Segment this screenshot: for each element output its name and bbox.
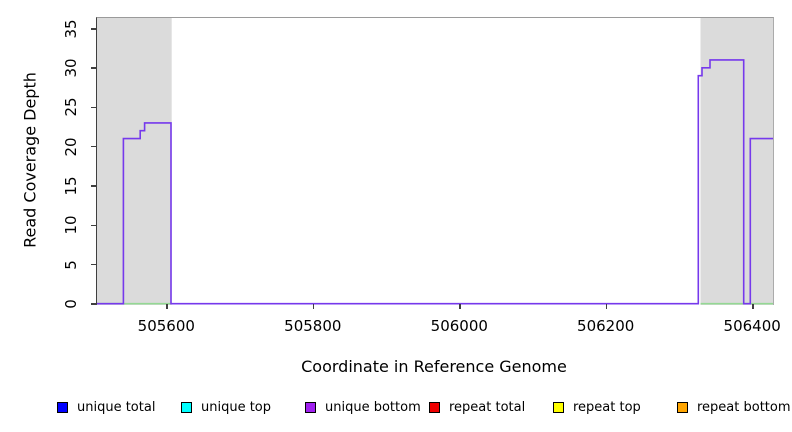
legend-swatch-icon (57, 401, 68, 413)
legend-item: repeat bottom (677, 397, 791, 417)
y-tick-label: 0 (62, 299, 80, 309)
legend-item: repeat total (429, 397, 525, 417)
y-tick-label: 25 (62, 97, 80, 117)
shaded-region (700, 18, 773, 305)
x-tick-mark (752, 304, 754, 309)
y-tick-mark (91, 145, 96, 148)
x-tick-mark (605, 304, 608, 309)
y-tick-label: 35 (62, 19, 80, 39)
coverage-step-line (97, 59, 773, 305)
y-tick-label: 10 (62, 215, 80, 235)
y-tick-label: 5 (62, 259, 80, 270)
y-tick-mark (91, 224, 96, 227)
y-tick-mark (91, 185, 96, 187)
x-tick-mark (312, 304, 315, 309)
y-tick-mark (91, 263, 96, 266)
legend-label: unique total (77, 399, 156, 415)
y-tick-label: 20 (62, 137, 80, 157)
plot-area (96, 17, 774, 305)
y-tick-label: 15 (62, 176, 80, 196)
y-tick-mark (91, 106, 96, 109)
legend-label: unique bottom (325, 399, 421, 415)
legend-swatch-icon (181, 401, 192, 413)
x-tick-label: 505800 (284, 317, 342, 335)
legend-swatch-icon (553, 401, 564, 413)
y-tick-label: 30 (62, 58, 80, 78)
x-tick-label: 506200 (577, 317, 635, 335)
x-tick-label: 506400 (723, 317, 781, 335)
legend-label: repeat top (573, 399, 641, 415)
y-tick-mark (91, 303, 96, 305)
plot-canvas (97, 18, 773, 305)
legend-item: repeat top (553, 397, 641, 417)
legend-label: unique top (201, 399, 272, 415)
shaded-region (97, 18, 172, 305)
legend-swatch-icon (305, 401, 316, 413)
x-tick-mark (166, 304, 168, 309)
legend-item: unique top (181, 397, 271, 417)
legend: unique total unique top unique bottom repea… (0, 397, 792, 419)
legend-label: repeat total (449, 399, 526, 415)
x-axis-title: Coordinate in Reference Genome (301, 357, 567, 376)
y-tick-mark (91, 67, 96, 69)
legend-label: repeat bottom (697, 399, 791, 415)
y-tick-mark (91, 28, 96, 30)
legend-item: unique bottom (305, 397, 421, 417)
legend-swatch-icon (677, 401, 688, 413)
x-tick-mark (459, 304, 461, 309)
x-tick-label: 506000 (430, 317, 488, 335)
y-axis-title: Read Coverage Depth (20, 72, 40, 248)
legend-swatch-icon (429, 401, 440, 413)
x-tick-label: 505600 (137, 317, 195, 335)
legend-item: unique total (57, 397, 155, 417)
